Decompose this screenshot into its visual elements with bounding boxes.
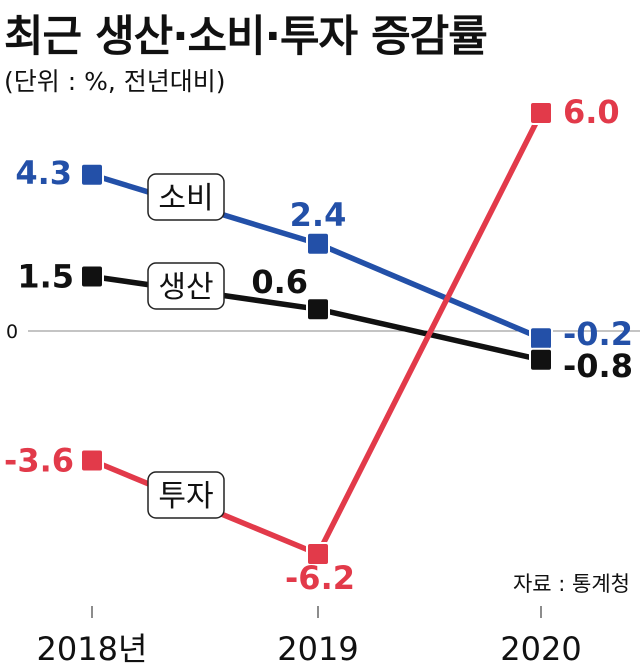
series-tag-box (147, 262, 225, 310)
x-tick-label: 2020 (500, 630, 581, 668)
data-point-marker (80, 162, 104, 187)
data-point-marker (529, 101, 553, 125)
unit-label: (단위 : %, 전년대비) (4, 67, 226, 96)
data-label: -0.8 (563, 347, 633, 385)
series-name-label: 소비 (158, 181, 213, 216)
data-point-marker (529, 326, 553, 351)
data-label: -6.2 (285, 559, 355, 597)
x-tick-label: 2019 (277, 630, 358, 668)
series-name-label: 투자 (158, 479, 213, 514)
series-tag-box (147, 173, 225, 221)
series-tag-box (147, 471, 225, 519)
chart-title: 최근 생산·소비·투자 증감률 (4, 12, 488, 62)
series-name-label: 생산 (158, 270, 213, 305)
data-label: -0.2 (563, 315, 633, 353)
data-label: 0.6 (251, 263, 308, 301)
data-point-marker (80, 264, 104, 289)
data-point-marker (306, 297, 330, 322)
data-label: 6.0 (563, 93, 620, 131)
data-point-marker (306, 231, 330, 256)
data-point-marker (306, 542, 330, 566)
data-label: 2.4 (290, 196, 347, 234)
x-tick-label: 2018년 (37, 630, 148, 668)
data-label: 4.3 (15, 154, 72, 192)
source-label: 자료 : 통계청 (512, 572, 630, 596)
data-point-marker (80, 448, 104, 473)
data-point-marker (529, 347, 553, 372)
zero-tick-label: 0 (6, 321, 18, 343)
data-label: -3.6 (4, 441, 74, 479)
data-label: 1.5 (17, 258, 74, 296)
